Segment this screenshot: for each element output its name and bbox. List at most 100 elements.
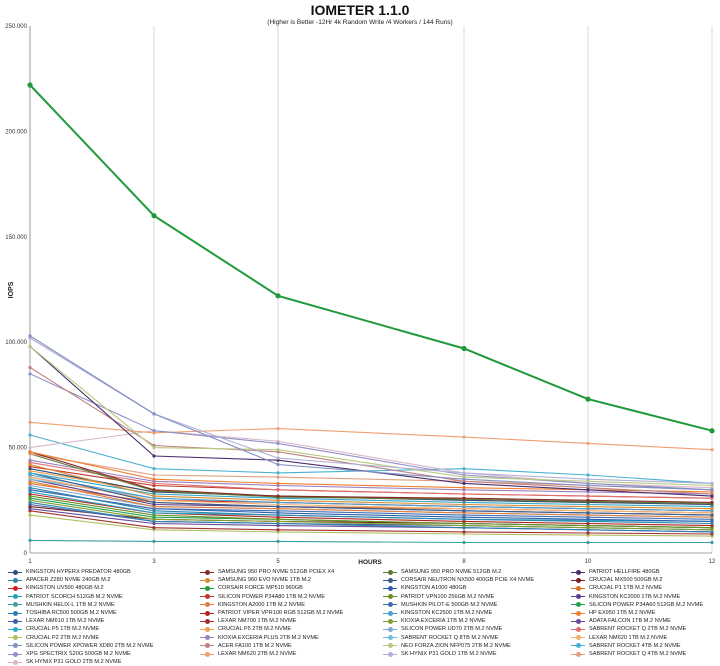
legend-label: MUSHKIN PILOT-E 500GB M.2 NVME [401, 601, 498, 608]
data-point [710, 448, 714, 452]
legend-swatch [571, 642, 585, 650]
series-3 [28, 344, 714, 498]
legend-item: XPG SPECTRIX S20G 500GB M.2 NVME [8, 650, 131, 658]
data-point [276, 471, 280, 475]
legend-swatch [8, 593, 22, 601]
data-point [28, 372, 32, 376]
legend-item: HP EX950 1TB M.2 NVME [571, 609, 655, 617]
legend-label: SABRENT ROCKET Q 2TB M.2 NVME [589, 626, 687, 633]
series-line [29, 335, 713, 491]
legend-item: CRUCIAL P1 1TB M.2 NVME [571, 584, 662, 592]
data-point [586, 519, 590, 523]
legend-label: NEO FORZA ZION NFP075 2TB M.2 NVME [401, 642, 511, 649]
legend-item: SK HYNIX P31 GOLD 1TB M.2 NVME [383, 650, 496, 658]
legend-label: SILICON POWER P34A80 1TB M.2 NVME [218, 593, 325, 600]
data-point [462, 471, 466, 475]
legend-item: SILICON POWER P34A60 512GB M.2 NVME [571, 601, 703, 609]
data-point [586, 505, 590, 509]
legend-label: SAMSUNG 960 EVO NVME 1TB M.2 [218, 577, 311, 584]
x-tick-label: 5 [276, 559, 280, 565]
series-line [29, 84, 713, 432]
data-point [710, 513, 714, 517]
legend-swatch [8, 584, 22, 592]
legend-item: KINGSTON UV500 480GB M.2 [8, 584, 104, 592]
series-16 [28, 538, 714, 545]
data-point [586, 477, 590, 481]
legend-item: PATRIOT HELLFIRE 480GB [571, 568, 660, 576]
data-point [28, 334, 32, 338]
data-point [152, 539, 156, 544]
legend-item: SK HYNIX P31 GOLD 2TB M.2 NVME [8, 658, 121, 666]
data-point [276, 462, 280, 467]
legend-label: CRUCIAL P1 1TB M.2 NVME [589, 585, 663, 592]
data-point [462, 477, 466, 481]
legend-swatch [8, 576, 22, 584]
data-point [152, 473, 156, 477]
legend-item: ADATA FALCON 1TB M.2 NVME [571, 617, 671, 625]
legend-label: KINGSTON A2000 1TB M.2 NVME [218, 601, 305, 608]
legend-label: PATRIOT VPN100 256GB M.2 NVME [401, 593, 495, 600]
data-point [586, 531, 590, 535]
series-line [29, 474, 713, 512]
x-tick-label: 1 [28, 559, 32, 565]
legend-label: SABRENT ROCKET Q 4TB M.2 NVME [589, 651, 687, 657]
x-tick-label: 3 [152, 559, 156, 565]
series-line [29, 345, 713, 487]
legend-swatch [8, 634, 22, 642]
data-point [152, 494, 156, 498]
data-point [710, 488, 714, 492]
legend-item: PATRIOT VPN100 256GB M.2 NVME [383, 593, 494, 601]
legend-label: TOSHIBA RC500 500GB M.2 NVME [26, 610, 117, 616]
data-point [152, 467, 156, 471]
data-point [27, 82, 33, 88]
legend-label: KINGSTON KC2500 1TB M.2 NVME [401, 610, 493, 616]
data-point [276, 475, 280, 479]
series-line [29, 463, 713, 510]
legend-swatch [571, 568, 585, 576]
legend-swatch [8, 625, 22, 633]
legend-item: LEXAR NM700 1TB M.2 NVME [200, 617, 296, 625]
y-tick-label: 50.000 [9, 446, 28, 452]
legend-item: SILICON POWER UD70 2TB M.2 NVME [383, 625, 502, 633]
legend-swatch [200, 576, 214, 584]
data-point [462, 530, 466, 534]
data-point [586, 540, 590, 545]
y-tick-label: 200.000 [5, 129, 27, 135]
data-point [462, 492, 466, 496]
data-point [28, 344, 32, 349]
chart-series [27, 82, 715, 545]
legend-item: ACER FA100 1TB M.2 NVME [200, 642, 292, 650]
data-point [710, 500, 714, 505]
data-point [710, 481, 714, 486]
data-point [462, 502, 466, 507]
data-point [152, 446, 156, 450]
legend-label: CRUCIAL P5 1TB M.2 NVME [26, 626, 100, 633]
legend-swatch [200, 609, 214, 617]
legend-label: SABRENT ROCKET Q 8TB M.2 NVME [401, 634, 499, 641]
series-25 [28, 509, 714, 536]
legend-item: CRUCIAL MX500 500GB M.2 [571, 576, 662, 584]
legend-label: CRUCIAL MX500 500GB M.2 [589, 577, 663, 584]
data-point [586, 473, 590, 477]
legend-item: NEO FORZA ZION NFP075 2TB M.2 NVME [383, 642, 511, 650]
series-line [29, 499, 713, 531]
y-tick-label: 0 [24, 551, 28, 557]
data-point [276, 448, 280, 452]
legend-item: SABRENT ROCKET 4TB M.2 NVME [571, 642, 681, 650]
data-point [710, 521, 714, 526]
series-36 [28, 334, 714, 492]
legend-item: LEXAR NM610 1TB M.2 NVME [8, 617, 104, 625]
data-point [462, 496, 466, 500]
series-line [29, 367, 713, 495]
legend-item: CORSAIR NEUTRON NX500 400GB PCIE X4 NVME [383, 576, 534, 584]
series-line [29, 421, 713, 451]
legend-item: PATRIOT VIPER VPR100 RGB 512GB M.2 NVME [200, 609, 343, 617]
data-point [710, 494, 714, 498]
data-point [28, 433, 32, 437]
series-9 [27, 82, 715, 434]
chart-subtitle: (Higher is Better -12Hr 4k Random Write … [267, 19, 453, 26]
series-line [29, 495, 713, 529]
data-point [276, 481, 280, 486]
data-point [152, 429, 156, 433]
series-line [29, 489, 713, 520]
